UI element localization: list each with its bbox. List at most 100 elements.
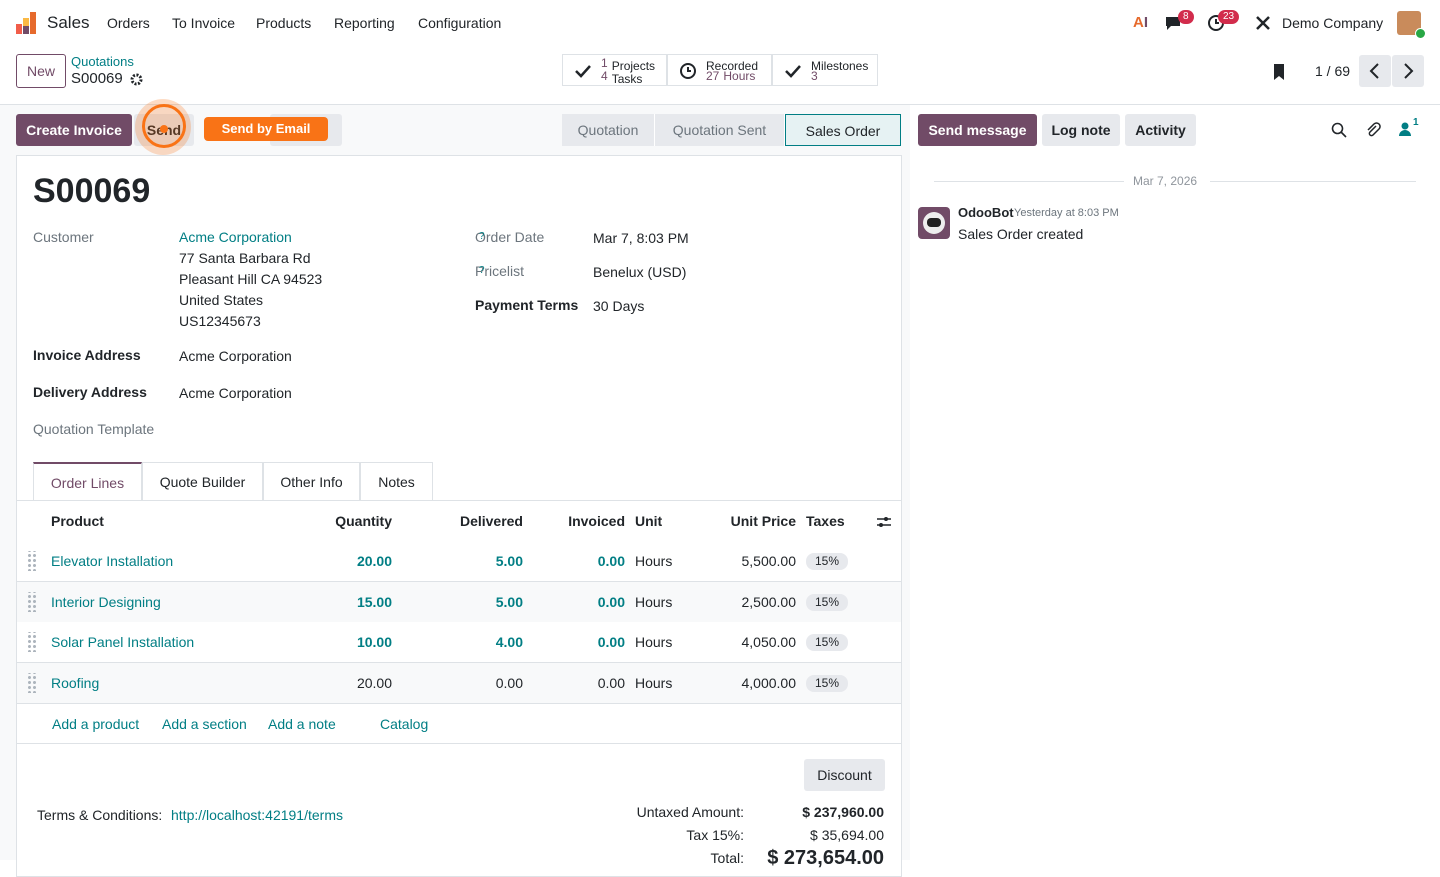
smart-label: Milestones [811, 59, 869, 73]
pager-prev[interactable] [1359, 55, 1391, 87]
product-link[interactable]: Interior Designing [51, 593, 161, 610]
terms-link[interactable]: http://localhost:42191/terms [171, 807, 343, 823]
drag-handle [27, 672, 37, 693]
smart-line: 3 [811, 69, 822, 83]
order-name: S00069 [33, 172, 151, 210]
address-line: Pleasant Hill CA 94523 [179, 271, 323, 287]
add-link[interactable]: Catalog [380, 716, 429, 732]
field-label-text: Pricelist [475, 263, 525, 279]
tab[interactable]: Other Info [263, 462, 360, 500]
column-header: Unit [635, 513, 663, 529]
tab[interactable]: Quote Builder [142, 462, 263, 500]
smart-label: Tasks [611, 72, 643, 86]
smart-button[interactable]: Recorded 27 Hours [667, 54, 772, 86]
drag-handle [27, 591, 37, 612]
menu-item[interactable]: Reporting [334, 15, 395, 31]
author-avatar [918, 207, 950, 239]
column-header: Quantity [335, 513, 392, 529]
message-author[interactable]: OdooBot [958, 205, 1014, 220]
order-line[interactable]: Solar Panel Installation 10.00 4.00 0.00 Hou… [17, 622, 901, 663]
field-value: Benelux (USD) [593, 264, 687, 280]
bookmark-icon[interactable] [1272, 63, 1286, 81]
messages-badge: 8 [1178, 10, 1194, 24]
product-link[interactable]: Roofing [51, 674, 100, 691]
smart-button[interactable]: 1 Projects 4 Tasks [562, 54, 667, 86]
menu-item[interactable]: Orders [107, 15, 150, 31]
navbar: Sales Orders To Invoice Products Reporting C… [0, 0, 1440, 46]
search-icon[interactable] [1331, 122, 1347, 138]
help-icon[interactable]: ? [479, 231, 485, 242]
status-step[interactable]: Quotation [562, 114, 655, 146]
field-label-text: Order Date [475, 229, 545, 245]
followers-icon[interactable] [1399, 122, 1411, 136]
tab[interactable]: Order Lines [33, 462, 142, 501]
terms-label: Terms & Conditions: [37, 807, 163, 823]
control-panel: New Quotations S00069 1 Projects 4 Tasks Rec… [0, 46, 1440, 105]
smart-value: 1 [601, 56, 608, 70]
messages-icon[interactable] [1164, 14, 1184, 32]
presence [1415, 28, 1426, 39]
cell: Hours [635, 593, 673, 610]
field-label: Customer [33, 229, 94, 245]
create-invoice-button[interactable]: Create Invoice [16, 114, 132, 146]
cell: Hours [635, 553, 673, 569]
discount-button[interactable]: Discount [804, 759, 885, 791]
breadcrumb[interactable]: Quotations [71, 54, 134, 69]
tab[interactable]: Notes [360, 462, 433, 500]
cell: 0.00 [597, 674, 625, 691]
new-button[interactable]: New [16, 54, 66, 88]
attachment-icon[interactable] [1365, 121, 1381, 139]
customer-link[interactable]: Acme Corporation [179, 229, 292, 245]
tax-tag: 15% [806, 593, 849, 611]
order-line[interactable]: Elevator Installation 20.00 5.00 0.00 Hours 5… [17, 541, 901, 582]
menu-item[interactable]: Configuration [418, 15, 502, 31]
add-link[interactable]: Add a section [162, 716, 247, 732]
cell: 20.00 [356, 553, 392, 569]
total-value: $ 35,694.00 [810, 827, 884, 843]
total-label: Tax 15%: [686, 827, 744, 843]
activities-badge: 23 [1218, 10, 1240, 24]
product-link[interactable]: Solar Panel Installation [51, 634, 195, 650]
column-header: Unit Price [730, 513, 796, 529]
optional-columns-icon[interactable] [876, 515, 892, 529]
add-link[interactable]: Add a note [268, 716, 336, 732]
company[interactable]: Demo Company [1282, 15, 1384, 31]
smart-button[interactable]: Milestones 3 [772, 54, 878, 86]
tools-icon[interactable] [1255, 15, 1271, 31]
column-header: Taxes [806, 513, 845, 529]
product-link[interactable]: Elevator Installation [51, 553, 174, 569]
address-line: 77 Santa Barbara Rd [179, 250, 311, 266]
cell: 0.00 [597, 553, 625, 569]
menu-item[interactable]: To Invoice [172, 15, 236, 31]
record-name: S00069 [71, 70, 123, 87]
cell: Hours [635, 674, 673, 691]
menu-item[interactable]: Products [256, 15, 312, 31]
app-icon [16, 12, 36, 34]
chatter-button[interactable]: Log note [1042, 114, 1120, 146]
chatter-button[interactable]: Send message [918, 114, 1037, 146]
add-link[interactable]: Add a product [52, 716, 140, 732]
field-label: Quotation Template [33, 421, 155, 437]
smart-line: 1 Projects [601, 56, 655, 73]
cell: 4,000.00 [741, 674, 797, 691]
app-name[interactable]: Sales [47, 13, 90, 32]
ai-icon[interactable]: AI [1133, 14, 1149, 31]
message-body: Sales Order created [958, 226, 1084, 242]
message-time: Yesterday at 8:03 PM [1014, 207, 1119, 219]
status-step[interactable]: Sales Order [785, 114, 901, 146]
separator [1210, 181, 1416, 182]
status-step[interactable]: Quotation Sent [655, 114, 785, 146]
order-line[interactable]: Interior Designing 15.00 5.00 0.00 Hours 2,50… [17, 581, 901, 623]
help-icon[interactable]: ? [479, 265, 485, 276]
field-value: 30 Days [593, 298, 645, 314]
cell: 5.00 [495, 553, 523, 569]
chatter-button[interactable]: Activity [1125, 114, 1196, 146]
order-line[interactable]: Roofing 20.00 0.00 0.00 Hours 4,000.00 15% [17, 662, 901, 704]
total-value: $ 237,960.00 [802, 804, 884, 820]
pager-next[interactable] [1392, 55, 1424, 87]
tax-tag: 15% [806, 634, 849, 651]
gear-icon[interactable] [130, 73, 143, 86]
cell: 15.00 [356, 593, 392, 610]
total-label: Total: [710, 850, 744, 866]
cell: 2,500.00 [741, 593, 797, 610]
